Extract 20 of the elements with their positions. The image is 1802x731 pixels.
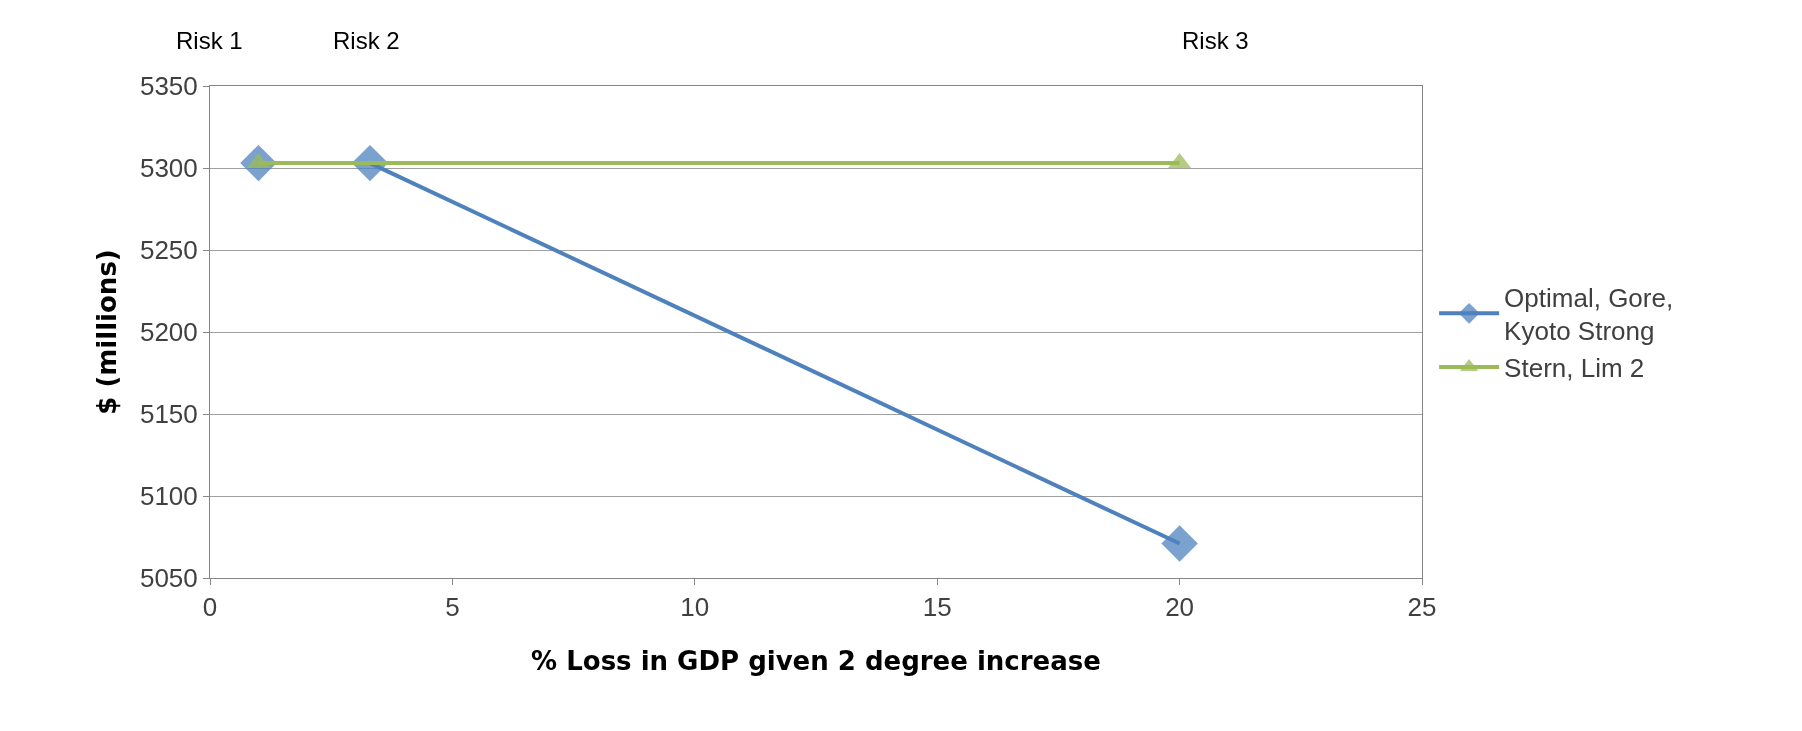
x-tick-label: 20 [1165,592,1195,623]
text: Risk 3 [1182,27,1249,54]
y-tick-label: 5300 [139,153,198,184]
x-axis-title: % Loss in GDP given 2 degree increase [531,645,1101,676]
x-tick-label: 0 [202,592,218,623]
text: Risk 1 [176,27,243,54]
legend-label: Stern, Lim 2 [1504,353,1645,384]
x-tick-label: 10 [680,592,710,623]
y-tick-label: 5150 [139,399,198,430]
x-tick-label: 5 [445,592,460,623]
x-tick-label: 25 [1407,592,1437,623]
y-tick-label: 5100 [139,481,198,512]
y-tick-label: 5350 [139,71,198,102]
y-tick-label: 5200 [139,317,198,348]
x-tick-label: 15 [922,592,952,623]
y-axis-title: $ (millions) [92,249,123,415]
y-tick-label: 5050 [139,563,198,594]
legend-label: Optimal, Gore, Kyoto Strong [1504,282,1674,347]
text: Risk 2 [333,27,400,54]
y-tick-label: 5250 [139,235,198,266]
